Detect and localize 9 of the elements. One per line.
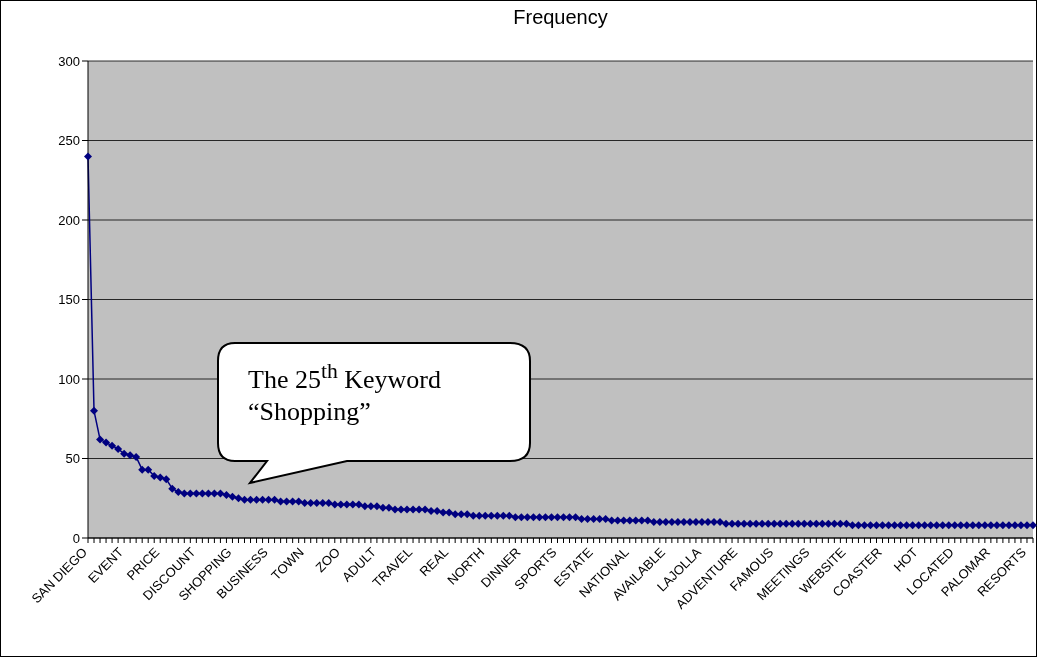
y-tick-label: 0	[72, 530, 80, 546]
y-tick-label: 300	[58, 53, 80, 69]
y-tick-label: 250	[58, 133, 80, 149]
y-tick-label: 50	[65, 451, 80, 467]
y-tick-label: 150	[58, 292, 80, 308]
chart-title: Frequency	[512, 6, 609, 29]
annotation: The 25$^{th}$ Keyword “Shopping”	[248, 358, 442, 428]
y-tick-label: 200	[58, 212, 80, 228]
y-tick-label: 100	[58, 371, 80, 387]
